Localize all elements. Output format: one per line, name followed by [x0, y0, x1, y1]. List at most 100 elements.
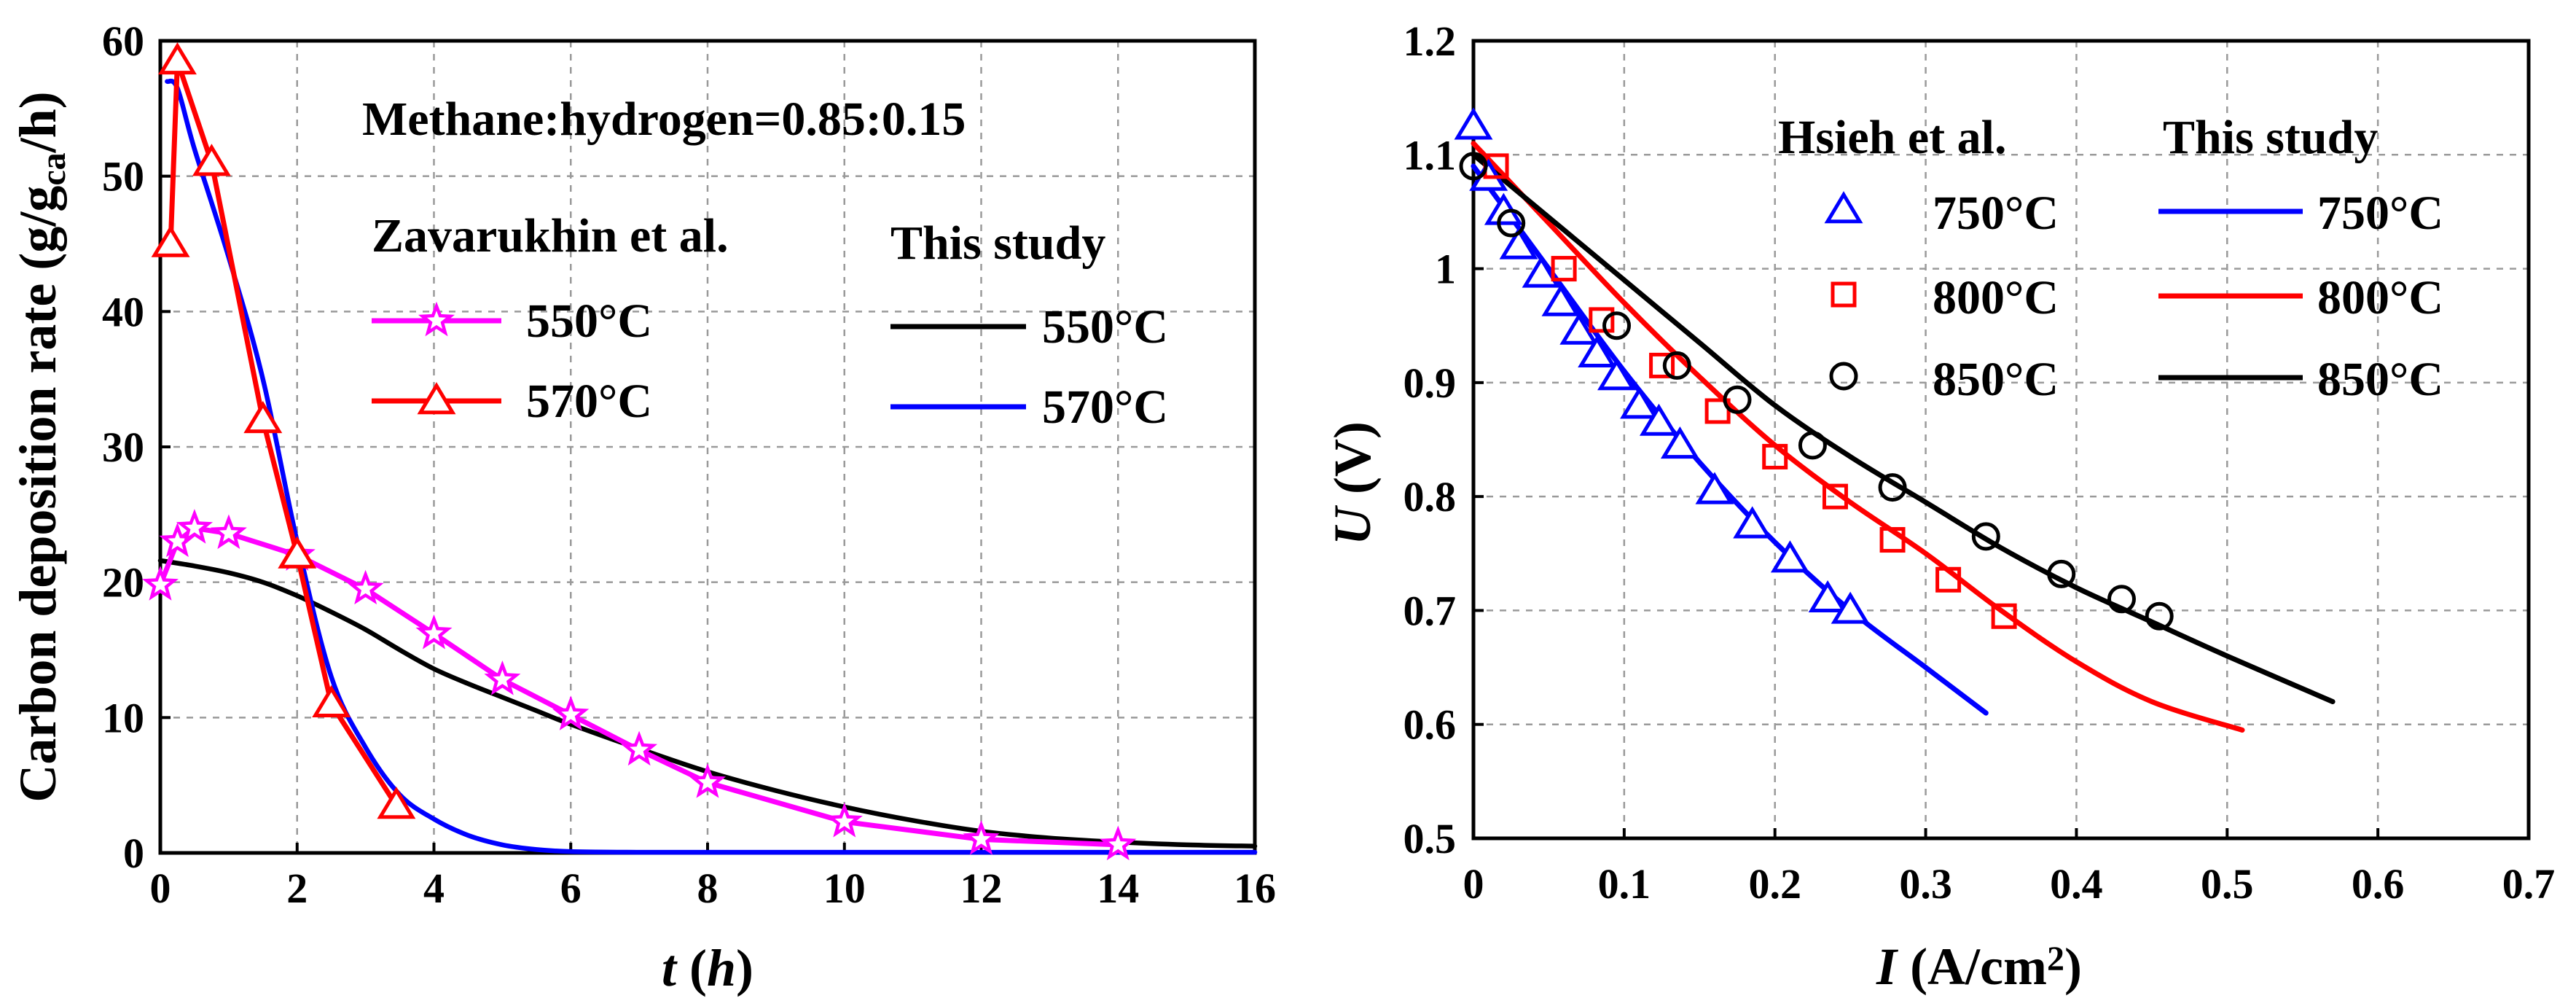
right-point-hsieh-et-al-750-c [1522, 255, 1561, 288]
right-legend-marker [1831, 281, 1857, 308]
left-legend-header-experiment: Zavarukhin et al. [372, 209, 729, 262]
left-chart: 0 2 4 6 8 10 12 14 16 0 10 20 30 40 50 60 t (h) Carbon de… [9, 17, 1276, 997]
left-xtick-label: 12 [960, 865, 1003, 912]
left-series-line-this-study-550-c [157, 558, 1258, 849]
right-point-hsieh-et-al-800-c [1649, 352, 1675, 378]
left-point-zavarukhin-et-al-570-c [158, 42, 197, 75]
left-x-axis-label: t (h) [662, 939, 753, 997]
left-xtick-label: 4 [423, 865, 445, 912]
left-point-zavarukhin-et-al-570-c [151, 225, 190, 257]
left-legend: 550°C 570°C 550°C 570°C [372, 295, 1168, 434]
left-ytick-label: 10 [102, 694, 144, 741]
right-legend-label: 850°C [1933, 353, 2059, 406]
left-gridlines [160, 41, 1255, 853]
right-legend-label: 750°C [2317, 187, 2443, 240]
right-legend-marker [1824, 191, 1863, 224]
right-legend-header-model: This study [2163, 111, 2378, 164]
left-point-zavarukhin-et-al-570-c [312, 685, 351, 718]
right-legend-label: 800°C [2317, 271, 2443, 324]
right-xtick-label: 0.1 [1598, 860, 1651, 908]
right-legend-label: 850°C [2317, 353, 2443, 406]
right-x-axis-label: I (A/cm2) [1876, 937, 2082, 996]
right-point-hsieh-et-al-800-c [1762, 443, 1788, 469]
right-point-hsieh-et-al-800-c [1879, 527, 1906, 553]
right-point-hsieh-et-al-800-c [1551, 256, 1577, 282]
right-legend-marker [1829, 362, 1858, 391]
right-ytick-label: 0.7 [1404, 587, 1457, 634]
right-point-hsieh-et-al-750-c [1733, 506, 1772, 539]
left-legend-label: 550°C [1042, 300, 1168, 354]
left-point-zavarukhin-et-al-570-c [278, 536, 317, 569]
right-point-hsieh-et-al-800-c [1589, 307, 1615, 333]
right-series [1454, 107, 2336, 733]
right-point-hsieh-et-al-800-c [1704, 398, 1731, 424]
left-point-zavarukhin-et-al-550-c [963, 820, 1000, 855]
left-point-zavarukhin-et-al-550-c [210, 514, 247, 550]
right-point-hsieh-et-al-850-c [1971, 522, 2000, 551]
left-annotation: Methane:hydrogen=0.85:0.15 [362, 93, 966, 146]
left-xtick-label: 14 [1097, 865, 1139, 912]
right-ytick-label: 0.5 [1404, 815, 1457, 862]
left-ytick-label: 20 [102, 559, 144, 607]
right-ytick-label: 0.6 [1404, 701, 1457, 749]
left-point-zavarukhin-et-al-550-c [1100, 825, 1137, 861]
left-point-zavarukhin-et-al-550-c [141, 566, 179, 601]
right-legend: 750°C 800°C 850°C 750°C 800°C 850°C [1824, 187, 2443, 406]
right-xtick-label: 0.6 [2352, 860, 2405, 908]
right-ytick-label: 1 [1435, 246, 1456, 293]
left-point-zavarukhin-et-al-570-c [192, 144, 231, 176]
left-point-zavarukhin-et-al-550-c [552, 695, 590, 730]
right-xtick-label: 0.5 [2201, 860, 2254, 908]
right-plot-frame [1471, 39, 2531, 841]
left-point-zavarukhin-et-al-550-c [689, 763, 727, 798]
right-point-hsieh-et-al-800-c [1822, 483, 1848, 510]
right-ytick-label: 1.2 [1404, 17, 1457, 65]
left-point-zavarukhin-et-al-550-c [826, 802, 863, 838]
right-point-hsieh-et-al-750-c [1695, 472, 1734, 504]
right-point-hsieh-et-al-800-c [1991, 603, 2017, 629]
left-legend-label: 550°C [526, 295, 652, 348]
left-xtick-label: 16 [1234, 865, 1276, 912]
right-point-hsieh-et-al-750-c [1597, 358, 1636, 391]
left-legend-marker [417, 382, 456, 415]
right-legend-header-experiment: Hsieh et al. [1778, 111, 2006, 164]
right-point-hsieh-et-al-750-c [1831, 591, 1870, 624]
right-ytick-label: 0.9 [1404, 359, 1457, 407]
right-tick-marks [1472, 39, 2530, 840]
left-point-zavarukhin-et-al-550-c [415, 614, 453, 650]
left-xtick-label: 8 [697, 865, 719, 912]
right-point-hsieh-et-al-850-c [1798, 431, 1827, 460]
left-xtick-label: 10 [823, 865, 866, 912]
right-xtick-label: 0.3 [1899, 860, 1952, 908]
right-legend-label: 750°C [1933, 187, 2059, 240]
left-xtick-label: 2 [286, 865, 308, 912]
right-series-line-this-study-800-c [1471, 141, 2245, 733]
right-xtick-label: 0.4 [2050, 860, 2103, 908]
right-ytick-label: 1.1 [1404, 131, 1457, 179]
left-point-zavarukhin-et-al-550-c [484, 660, 521, 695]
right-point-hsieh-et-al-750-c [1770, 540, 1809, 573]
left-legend-label: 570°C [1042, 381, 1168, 434]
left-ytick-label: 40 [102, 288, 144, 335]
right-ytick-label: 0.8 [1404, 473, 1457, 520]
right-point-hsieh-et-al-850-c [1662, 351, 1691, 380]
left-point-zavarukhin-et-al-550-c [176, 509, 214, 544]
left-ytick-label: 50 [102, 153, 144, 200]
right-xtick-label: 0.2 [1748, 860, 1801, 908]
right-point-hsieh-et-al-750-c [1454, 107, 1493, 140]
right-point-hsieh-et-al-850-c [2145, 601, 2174, 631]
right-point-hsieh-et-al-850-c [2107, 585, 2136, 614]
left-y-axis-label: Carbon deposition rate (g/gca/h) [9, 91, 73, 802]
right-point-hsieh-et-al-750-c [1808, 580, 1847, 613]
right-point-hsieh-et-al-750-c [1639, 403, 1678, 436]
right-point-hsieh-et-al-750-c [1578, 335, 1617, 368]
left-point-zavarukhin-et-al-570-c [377, 787, 416, 819]
left-ytick-label: 0 [123, 830, 144, 877]
left-ytick-label: 60 [102, 17, 144, 65]
right-legend-label: 800°C [1933, 271, 2059, 324]
left-legend-label: 570°C [526, 375, 652, 428]
right-point-hsieh-et-al-850-c [1497, 208, 1526, 238]
left-point-zavarukhin-et-al-550-c [621, 730, 658, 766]
right-point-hsieh-et-al-750-c [1660, 426, 1699, 459]
left-xtick-label: 6 [560, 865, 582, 912]
